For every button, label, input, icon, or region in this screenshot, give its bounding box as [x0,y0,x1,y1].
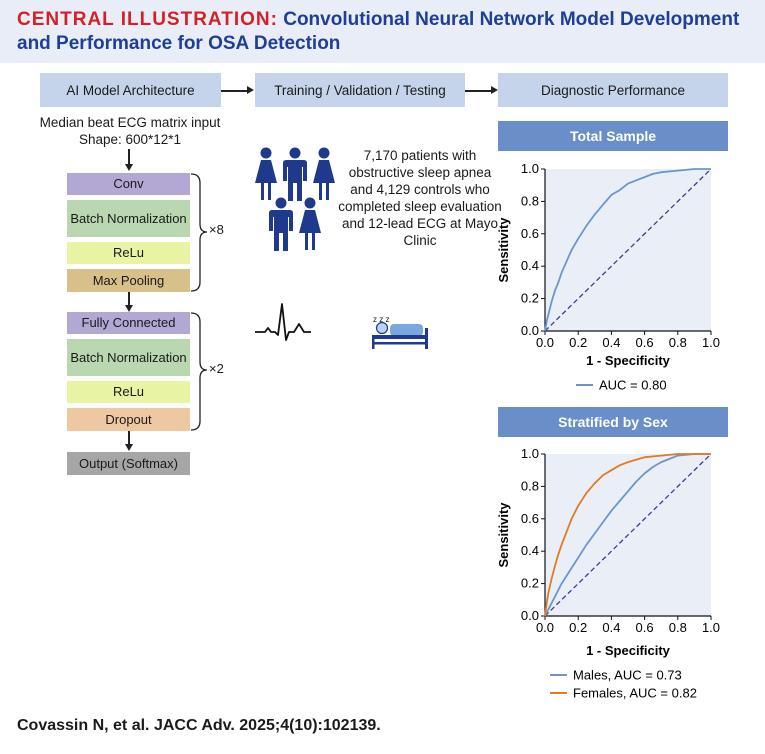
x-axis-label: 1 - Specificity [586,643,671,658]
chance-diagonal [544,168,712,332]
roc-curve-series [544,453,711,617]
x-tick-label: 0.8 [669,335,687,350]
x-tick-label: 1.0 [702,335,720,350]
y-tick-label: 1.0 [521,161,539,176]
chart-title-total: Total Sample [498,121,728,151]
legend: Males, AUC = 0.73 Females, AUC = 0.82 [550,668,697,701]
x-tick-label: 0.6 [636,620,654,635]
series-group [544,168,711,332]
x-tick-label: 0.4 [602,620,620,635]
legend-label: Males, AUC = 0.73 [573,668,682,683]
roc-curve-series [544,168,711,332]
tick-group: 0.00.0 0.2 0.2 0.4 0.4 0.6 0.6 0.8 0.8 1.0 1.0 [521,161,720,350]
y-tick-label: 0.0 [521,323,539,338]
y-tick-label: 0.8 [521,478,539,493]
roc-chart-total: 0.00.0 0.2 0.2 0.4 0.4 0.6 0.6 0.8 0.8 1.0 1.0 1 -… [498,161,720,393]
legend-label: Females, AUC = 0.82 [573,686,697,701]
y-tick-label: 0.6 [521,226,539,241]
input-description: Median beat ECG matrix input Shape: 600*… [20,114,240,148]
y-tick-label: 1.0 [521,446,539,461]
y-tick-label: 0.6 [521,511,539,526]
y-tick-label: 0.2 [521,291,539,306]
x-tick-label: 0.4 [602,335,620,350]
series-group [544,453,711,617]
header-title-text: Convolutional Neural Network Model Devel… [17,9,740,54]
layer-conv: Conv [67,173,190,195]
layer-max-pooling: Max Pooling [67,269,190,292]
y-axis-label: Sensitivity [498,217,511,283]
layer-dropout: Dropout [67,408,190,431]
arrow-line [221,90,248,92]
y-tick-label: 0.0 [521,608,539,623]
x-axis-label: 1 - Specificity [586,353,671,368]
citation: Covassin N, et al. JACC Adv. 2025;4(10):… [17,717,381,734]
repeat-brace-1 [190,173,208,292]
y-tick-label: 0.4 [521,543,539,558]
layer-relu-1: ReLu [67,242,190,264]
layer-batch-norm-2: Batch Normalization [67,339,190,376]
layer-output: Output (Softmax) [67,452,190,475]
ecg-waveform-icon [255,303,311,341]
arrow-head [247,86,254,94]
x-tick-label: 0.0 [536,335,554,350]
layer-fully-connected: Fully Connected [67,312,190,334]
illustration-header: CENTRAL ILLUSTRATION: Convolutional Neur… [0,0,765,63]
y-tick-label: 0.2 [521,576,539,591]
x-tick-label: 0.2 [569,620,587,635]
people-icon [255,147,335,251]
x-tick-label: 0.2 [569,335,587,350]
step-training: Training / Validation / Testing [255,73,465,107]
tick-group: 0.00.0 0.2 0.2 0.4 0.4 0.6 0.6 0.8 0.8 1.0 1.0 [521,446,720,635]
x-tick-label: 0.0 [536,620,554,635]
layer-relu-2: ReLu [67,381,190,403]
roc-curve-series [544,453,711,617]
x-tick-label: 0.8 [669,620,687,635]
layer-batch-norm-1: Batch Normalization [67,200,190,237]
flow-line [128,149,130,165]
x-tick-label: 0.6 [636,335,654,350]
header-label: CENTRAL ILLUSTRATION: [17,9,278,30]
illustration-title: CENTRAL ILLUSTRATION: Convolutional Neur… [17,8,757,56]
repeat-count-2: ×2 [209,361,224,376]
flow-arrowhead [125,164,133,171]
repeat-count-1: ×8 [209,222,224,237]
chart-title-sex: Stratified by Sex [498,407,728,437]
legend: AUC = 0.80 [576,378,667,393]
sleeping-person-icon: z z z [372,315,428,349]
flow-line [128,292,130,306]
legend-label: AUC = 0.80 [599,378,667,393]
step-architecture: AI Model Architecture [40,73,221,107]
input-line2: Shape: 600*12*1 [78,132,182,147]
step-performance: Diagnostic Performance [498,73,728,107]
input-line1: Median beat ECG matrix input [39,115,221,130]
arrow-line [465,90,491,92]
sleep-z-text: z z z [373,315,389,324]
y-tick-label: 0.8 [521,193,539,208]
repeat-brace-2 [190,312,208,431]
x-tick-label: 1.0 [702,620,720,635]
flow-arrowhead [125,444,133,451]
roc-chart-sex: 0.00.0 0.2 0.2 0.4 0.4 0.6 0.6 0.8 0.8 1.0 1.0 1 -… [498,446,720,701]
cohort-description: 7,170 patients with obstructive sleep ap… [338,148,502,248]
y-axis-label: Sensitivity [498,502,511,568]
flow-arrowhead [125,305,133,312]
flow-line [128,431,130,445]
arrow-head [491,86,498,94]
chance-diagonal [544,453,712,617]
y-tick-label: 0.4 [521,258,539,273]
